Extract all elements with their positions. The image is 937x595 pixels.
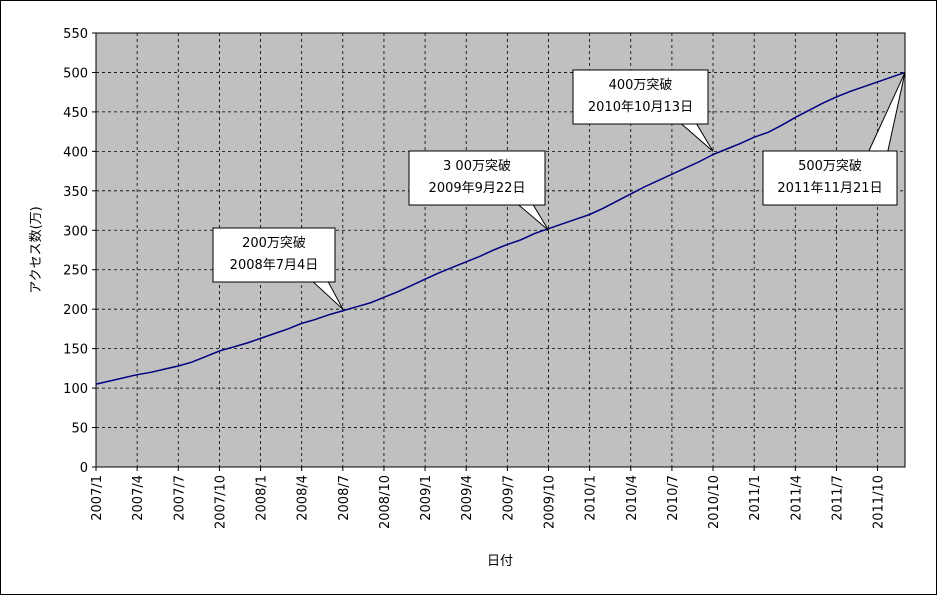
x-tick-label: 2010/7 <box>666 475 681 521</box>
y-tick-label: 200 <box>63 303 88 318</box>
y-tick-label: 0 <box>80 461 88 476</box>
y-tick-label: 300 <box>63 224 88 239</box>
y-tick-label: 150 <box>63 343 88 358</box>
y-tick-label: 100 <box>63 382 88 397</box>
callout-text: 3 00万突破 <box>443 158 511 174</box>
x-tick-label: 2009/7 <box>501 475 516 521</box>
plot-border <box>95 32 906 468</box>
x-tick-label: 2009/10 <box>542 475 557 529</box>
x-tick-label: 2008/7 <box>337 475 352 521</box>
callout-text: 500万突破 <box>798 158 862 174</box>
x-tick-label: 2011/10 <box>872 475 887 529</box>
callout-text: 2011年11月21日 <box>777 181 882 196</box>
x-tick-label: 2010/1 <box>584 475 599 521</box>
y-tick-label: 50 <box>71 422 88 437</box>
x-tick-label: 2010/10 <box>707 475 722 529</box>
callout-text: 2010年10月13日 <box>588 100 693 115</box>
callout-text: 400万突破 <box>609 77 673 93</box>
callout-tail-cover <box>285 253 313 255</box>
x-tick-label: 2008/1 <box>255 475 270 521</box>
x-tick-label: 2007/7 <box>172 475 187 521</box>
x-tick-label: 2008/10 <box>378 475 393 529</box>
callout-tail-cover <box>488 176 516 178</box>
x-tick-label: 2007/4 <box>131 475 146 521</box>
x-tick-label: 2009/1 <box>419 475 434 521</box>
y-tick-label: 250 <box>63 264 88 279</box>
x-tick-label: 2011/4 <box>789 475 804 521</box>
x-tick-label: 2011/1 <box>748 475 763 521</box>
callout-box <box>408 150 546 206</box>
y-tick-label: 350 <box>63 185 88 200</box>
x-tick-label: 2009/4 <box>460 475 475 521</box>
callout-text: 2009年9月22日 <box>429 181 526 196</box>
y-tick-label: 400 <box>63 145 88 160</box>
x-axis-label: 日付 <box>487 554 513 569</box>
line <box>95 71 906 385</box>
x-tick-label: 2011/7 <box>830 475 845 521</box>
y-tick-label: 450 <box>63 106 88 121</box>
callout-box <box>762 150 898 206</box>
y-tick-label: 550 <box>63 27 88 42</box>
callout-text: 2008年7月4日 <box>230 258 319 273</box>
callout-box <box>212 227 336 283</box>
y-axis-label: アクセス数(万) <box>29 206 44 294</box>
callout-tail-cover <box>651 95 680 97</box>
y-tick-label: 500 <box>63 66 88 81</box>
x-tick-label: 2007/10 <box>213 475 228 529</box>
x-tick-label: 2008/4 <box>296 475 311 521</box>
callout-box <box>572 69 709 125</box>
x-tick-label: 2007/1 <box>90 475 105 521</box>
callout-text: 200万突破 <box>242 235 306 251</box>
x-tick-label: 2010/4 <box>625 475 640 521</box>
